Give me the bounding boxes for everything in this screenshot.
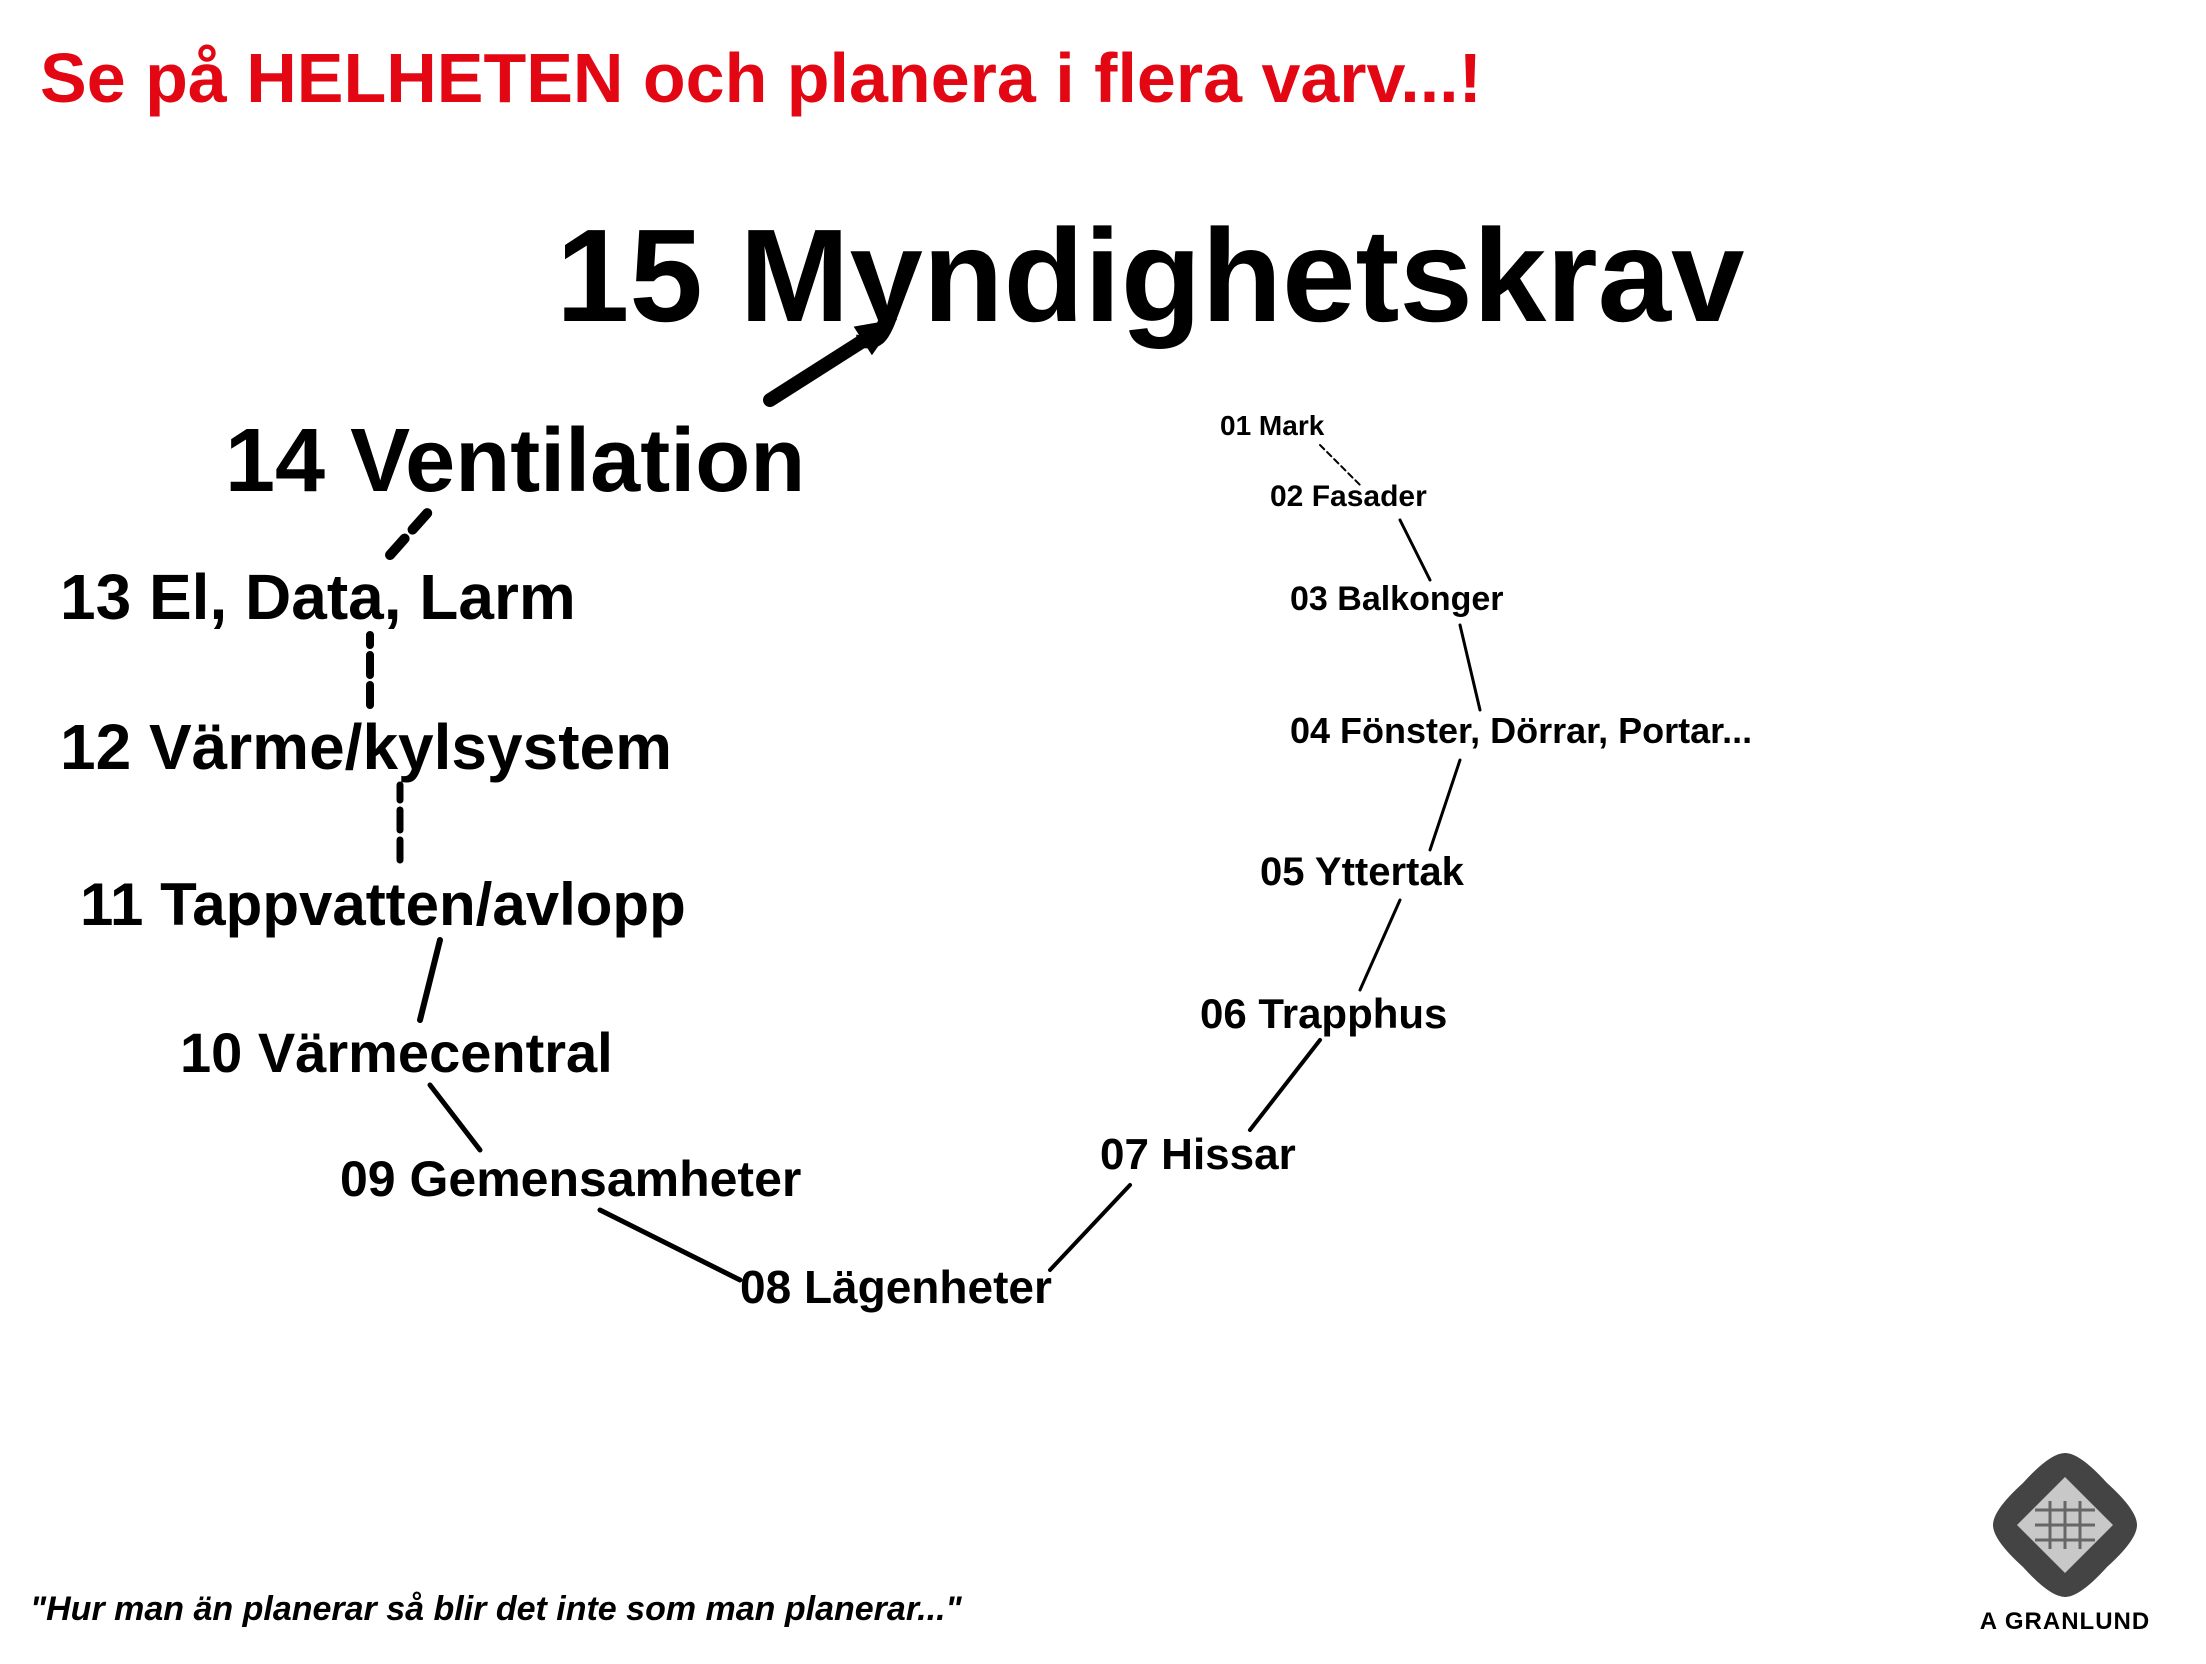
diagram-stage: Se på HELHETEN och planera i flera varv.… <box>0 0 2206 1664</box>
spiral-node-n01: 01 Mark <box>1220 410 1324 442</box>
spiral-node-n12: 12 Värme/kylsystem <box>60 710 672 784</box>
spiral-node-n09: 09 Gemensamheter <box>340 1150 801 1208</box>
slide-title: Se på HELHETEN och planera i flera varv.… <box>40 38 1482 118</box>
spiral-node-n11: 11 Tappvatten/avlopp <box>80 870 686 939</box>
spiral-node-n07: 07 Hissar <box>1100 1130 1296 1180</box>
spiral-node-n06: 06 Trapphus <box>1200 990 1447 1038</box>
spiral-node-n10: 10 Värmecentral <box>180 1020 613 1085</box>
company-logo-caption: A GRANLUND <box>1960 1608 2170 1636</box>
granlund-logo-icon <box>1990 1450 2140 1600</box>
spiral-node-n15: 15 Myndighetskrav <box>556 200 1744 351</box>
spiral-node-n04: 04 Fönster, Dörrar, Portar... <box>1290 710 1752 752</box>
spiral-node-n13: 13 El, Data, Larm <box>60 560 576 634</box>
spiral-node-n05: 05 Yttertak <box>1260 850 1464 895</box>
spiral-node-n08: 08 Lägenheter <box>740 1260 1052 1314</box>
footer-quote: "Hur man än planerar så blir det inte so… <box>30 1590 962 1629</box>
company-logo <box>1990 1450 2140 1605</box>
spiral-node-n02: 02 Fasader <box>1270 480 1427 514</box>
spiral-node-n03: 03 Balkonger <box>1290 580 1504 619</box>
spiral-node-n14: 14 Ventilation <box>225 410 805 513</box>
